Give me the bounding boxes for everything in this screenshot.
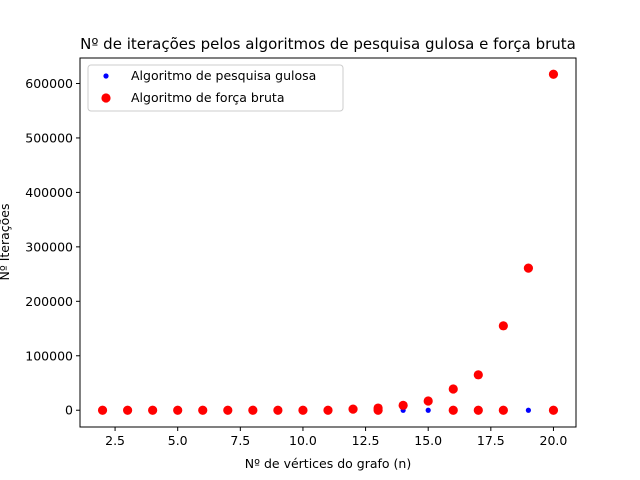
x-tick-label: 10.0 <box>289 433 317 448</box>
series-1-point <box>448 405 458 415</box>
x-tick-label: 12.5 <box>352 433 380 448</box>
series-1-point <box>273 405 283 415</box>
x-tick-label: 7.5 <box>230 433 250 448</box>
x-tick-label: 20.0 <box>540 433 568 448</box>
series-1-point <box>248 405 258 415</box>
series-1-point <box>123 405 133 415</box>
legend-marker-greedy <box>103 73 109 79</box>
y-tick-label: 300000 <box>25 239 73 254</box>
series-0-point <box>425 407 431 413</box>
legend-box <box>87 64 344 112</box>
x-tick-label: 15.0 <box>414 433 442 448</box>
plot-area <box>97 69 559 415</box>
legend: Algoritmo de pesquisa gulosa Algoritmo d… <box>87 64 344 112</box>
series-1-point <box>498 321 508 331</box>
series-1-point <box>348 404 358 414</box>
series-1 <box>97 69 559 415</box>
series-1-point <box>448 384 458 394</box>
series-1-point <box>173 405 183 415</box>
series-0-point <box>525 407 532 413</box>
y-tick-label: 100000 <box>25 348 73 363</box>
series-1-point <box>198 405 208 415</box>
series-1-point <box>223 405 233 415</box>
series-1-point <box>523 263 534 273</box>
x-axis-label: Nº de vértices do grafo (n) <box>245 456 411 471</box>
series-1-point <box>548 405 559 415</box>
series-1-point <box>323 405 333 415</box>
y-tick-label: 500000 <box>25 130 73 145</box>
series-1-point <box>473 405 483 415</box>
series-1-point <box>498 405 508 415</box>
series-1-point <box>298 405 308 415</box>
series-1-point <box>148 405 158 415</box>
legend-marker-bruteforce <box>101 93 111 103</box>
series-1-point <box>373 403 383 413</box>
chart-title: Nº de iterações pelos algoritmos de pesq… <box>80 35 576 53</box>
y-tick-label: 200000 <box>25 294 73 309</box>
y-tick-label: 0 <box>65 403 73 418</box>
series-1-point <box>473 370 483 380</box>
x-axis-ticks: 2.5 5.0 7.5 10.0 12.5 15.0 17.5 20.0 <box>105 427 567 448</box>
x-tick-label: 17.5 <box>477 433 505 448</box>
series-1-point <box>398 400 408 410</box>
legend-label-bruteforce: Algoritmo de força bruta <box>131 90 285 105</box>
series-1-point <box>97 405 108 415</box>
x-tick-label: 5.0 <box>168 433 188 448</box>
series-1-point <box>548 69 559 79</box>
x-tick-label: 2.5 <box>105 433 125 448</box>
y-axis-ticks: 0 100000 200000 300000 400000 500000 600000 <box>25 76 80 418</box>
legend-label-greedy: Algoritmo de pesquisa gulosa <box>131 68 316 83</box>
y-axis-label: Nº Iterações <box>0 203 12 280</box>
y-tick-label: 400000 <box>25 185 73 200</box>
axes-frame <box>79 57 577 428</box>
y-tick-label: 600000 <box>25 76 73 91</box>
series-1-point <box>423 396 433 406</box>
